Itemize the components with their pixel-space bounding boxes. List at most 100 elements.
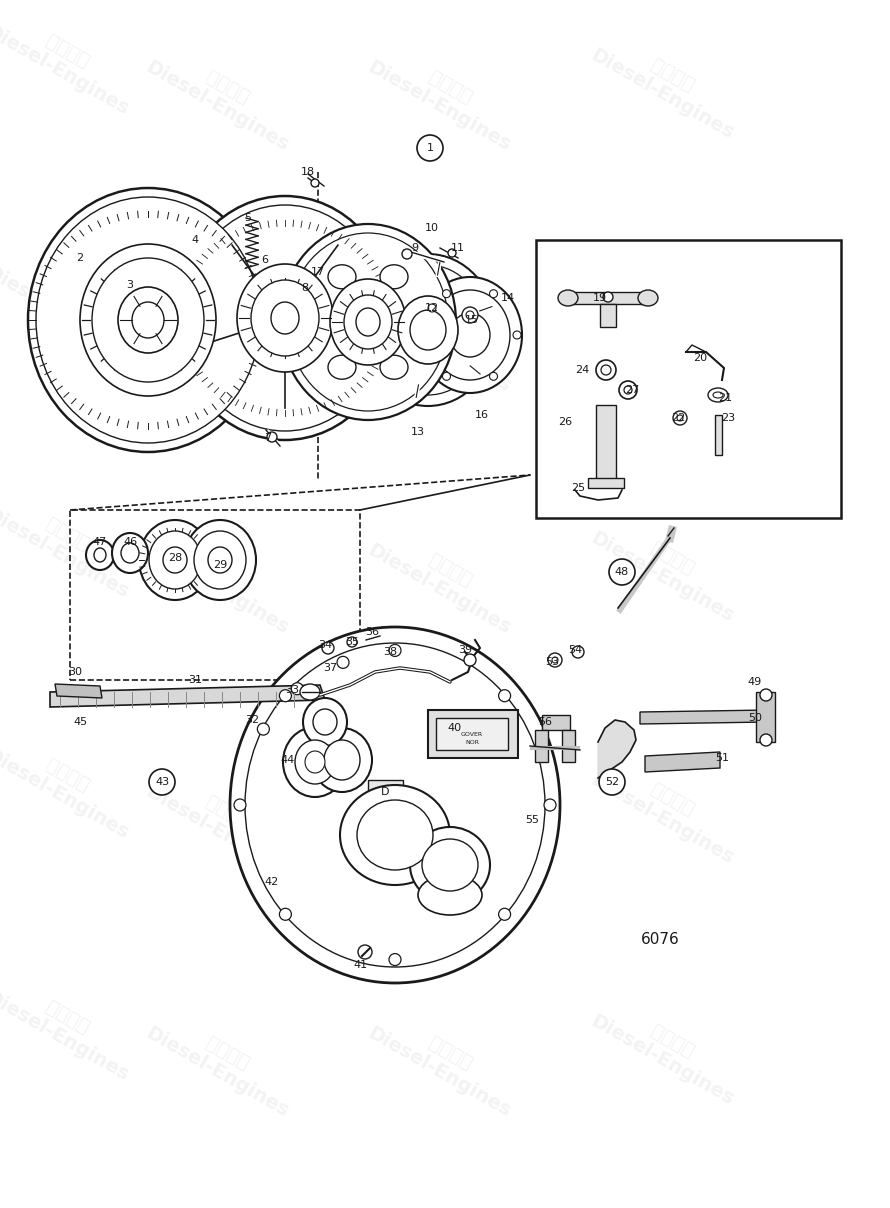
Ellipse shape: [638, 290, 658, 306]
Circle shape: [490, 372, 498, 381]
Ellipse shape: [80, 244, 216, 396]
Ellipse shape: [328, 355, 356, 379]
Text: 45: 45: [73, 718, 87, 727]
Circle shape: [267, 432, 277, 442]
Circle shape: [462, 307, 478, 323]
Text: 48: 48: [615, 567, 629, 577]
Ellipse shape: [149, 532, 201, 590]
Ellipse shape: [370, 265, 486, 395]
Text: 36: 36: [365, 627, 379, 637]
Text: 3: 3: [126, 280, 134, 290]
Ellipse shape: [208, 547, 232, 573]
Ellipse shape: [230, 627, 560, 983]
Circle shape: [572, 646, 584, 658]
Text: 27: 27: [625, 385, 639, 395]
Circle shape: [402, 249, 412, 259]
Text: 10: 10: [425, 223, 439, 233]
Ellipse shape: [418, 875, 482, 914]
Ellipse shape: [558, 290, 578, 306]
Text: 16: 16: [475, 410, 489, 420]
Text: 7: 7: [264, 432, 271, 443]
Text: 紫发动力
Diesel-Engines: 紫发动力 Diesel-Engines: [587, 510, 748, 626]
Polygon shape: [50, 685, 325, 707]
Text: 紫发动力
Diesel-Engines: 紫发动力 Diesel-Engines: [0, 969, 142, 1085]
Polygon shape: [542, 715, 570, 730]
Circle shape: [417, 135, 443, 161]
Text: 41: 41: [353, 960, 367, 970]
Ellipse shape: [356, 308, 380, 336]
Text: 紫发动力
Diesel-Engines: 紫发动力 Diesel-Engines: [0, 486, 142, 602]
Text: 39: 39: [458, 645, 472, 655]
Ellipse shape: [418, 277, 522, 393]
Ellipse shape: [175, 196, 395, 440]
Bar: [436, 718, 508, 750]
Ellipse shape: [28, 188, 268, 452]
Polygon shape: [600, 304, 616, 327]
Polygon shape: [596, 405, 616, 480]
Circle shape: [311, 179, 319, 187]
Text: 37: 37: [323, 663, 337, 673]
Polygon shape: [715, 416, 722, 455]
Text: 26: 26: [558, 417, 572, 426]
Circle shape: [603, 292, 613, 302]
Text: 23: 23: [721, 413, 735, 423]
Ellipse shape: [713, 393, 723, 397]
Ellipse shape: [406, 310, 434, 333]
Ellipse shape: [283, 727, 347, 797]
Text: 紫发动力
Diesel-Engines: 紫发动力 Diesel-Engines: [365, 1005, 525, 1121]
Ellipse shape: [422, 840, 478, 892]
Text: NOR: NOR: [465, 739, 479, 744]
Text: 紫发动力
Diesel-Engines: 紫发动力 Diesel-Engines: [587, 27, 748, 143]
Circle shape: [149, 769, 175, 795]
Circle shape: [760, 734, 772, 747]
Circle shape: [498, 690, 511, 702]
Text: 21: 21: [718, 393, 732, 403]
Circle shape: [257, 724, 270, 736]
Text: 54: 54: [568, 645, 582, 655]
Ellipse shape: [410, 827, 490, 904]
Text: 紫发动力
Diesel-Engines: 紫发动力 Diesel-Engines: [0, 727, 142, 843]
Ellipse shape: [263, 294, 307, 343]
Ellipse shape: [313, 709, 337, 734]
Ellipse shape: [303, 698, 347, 747]
Ellipse shape: [163, 547, 187, 573]
Circle shape: [358, 945, 372, 959]
Circle shape: [322, 641, 334, 654]
Circle shape: [609, 559, 635, 585]
Circle shape: [677, 416, 683, 422]
Text: 52: 52: [605, 777, 619, 786]
Text: 紫发动力
Diesel-Engines: 紫发动力 Diesel-Engines: [587, 268, 748, 384]
Text: 2: 2: [77, 252, 84, 263]
Text: 9: 9: [411, 243, 418, 252]
Circle shape: [596, 360, 616, 381]
Text: 53: 53: [545, 657, 559, 667]
Ellipse shape: [344, 295, 392, 349]
Circle shape: [599, 769, 625, 795]
Ellipse shape: [398, 296, 458, 364]
Text: 46: 46: [123, 538, 137, 547]
Ellipse shape: [450, 313, 490, 358]
Circle shape: [279, 908, 291, 920]
Ellipse shape: [324, 741, 360, 780]
Ellipse shape: [194, 532, 246, 590]
Circle shape: [548, 654, 562, 667]
Circle shape: [389, 953, 401, 965]
Text: 42: 42: [265, 877, 279, 887]
Text: 40: 40: [448, 724, 462, 733]
Polygon shape: [756, 692, 775, 742]
Ellipse shape: [92, 259, 204, 382]
Circle shape: [601, 365, 611, 374]
Text: 紫发动力
Diesel-Engines: 紫发动力 Diesel-Engines: [0, 2, 142, 118]
Text: 15: 15: [465, 315, 479, 325]
Circle shape: [464, 654, 476, 666]
Circle shape: [419, 331, 427, 339]
Circle shape: [389, 644, 401, 656]
Ellipse shape: [139, 519, 211, 600]
Circle shape: [544, 798, 556, 811]
Text: 紫发动力
Diesel-Engines: 紫发动力 Diesel-Engines: [365, 39, 525, 155]
Text: 14: 14: [501, 294, 515, 303]
Ellipse shape: [302, 310, 330, 333]
Polygon shape: [535, 730, 548, 762]
Text: 56: 56: [538, 718, 552, 727]
Text: 18: 18: [301, 167, 315, 178]
